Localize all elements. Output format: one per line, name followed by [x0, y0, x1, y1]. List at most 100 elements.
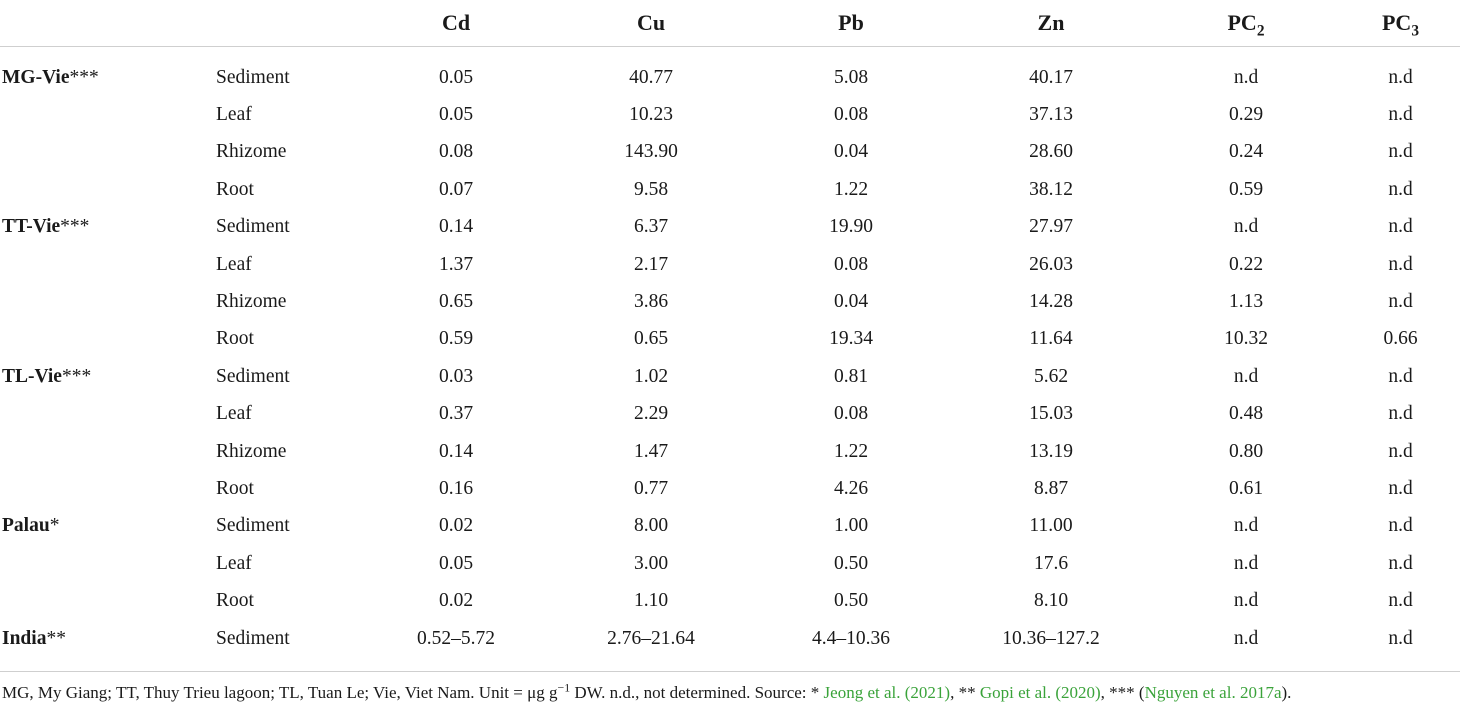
header-pb: Pb — [751, 0, 951, 47]
cu-value-cell: 1.47 — [633, 440, 669, 462]
table-bottom-rule — [0, 671, 1460, 672]
cd-value-cell: 0.05 — [438, 552, 474, 574]
tissue-cell: Root — [216, 477, 254, 499]
site-name: India — [2, 627, 47, 649]
cu-value-cell: 6.37 — [633, 216, 669, 238]
zn-value-cell: 13.19 — [1029, 440, 1073, 462]
pc2-value-cell: 0.59 — [1228, 178, 1264, 200]
zn-value-cell: 11.64 — [1029, 328, 1073, 350]
pb-value-cell: 1.22 — [833, 178, 869, 200]
pc2-value-cell: n.d — [1233, 627, 1259, 649]
site-cell — [0, 321, 216, 358]
site-cell — [0, 396, 216, 433]
tissue-cell: Root — [216, 178, 254, 200]
cd-value-cell: 0.37 — [438, 403, 474, 425]
pb-value-cell: 0.04 — [833, 291, 869, 313]
cu-value-cell: 0.65 — [633, 328, 669, 350]
site-cell — [0, 134, 216, 171]
header-pc3: PC3 — [1341, 0, 1460, 47]
reference-link-nguyen[interactable]: Nguyen et al. 2017a — [1144, 683, 1282, 702]
table-footnote: MG, My Giang; TT, Thuy Trieu lagoon; TL,… — [2, 680, 1458, 703]
reference-link-gopi[interactable]: Gopi et al. (2020) — [979, 683, 1101, 702]
footnote-end: ). — [1281, 683, 1292, 702]
cu-value-cell: 1.10 — [633, 590, 669, 612]
site-name: Palau — [2, 515, 50, 537]
cd-value-cell: 0.05 — [438, 104, 474, 126]
site-cell — [0, 433, 216, 470]
pc3-value-cell: n.d — [1388, 141, 1413, 163]
header-site — [0, 0, 216, 47]
site-cell: Palau* — [0, 508, 216, 545]
zn-value-cell: 8.10 — [1033, 590, 1069, 612]
cd-value-cell: 0.16 — [438, 477, 474, 499]
table-body: MG-Vie*** Sediment 0.05 40.77 5.08 40.17 n.d n.… — [0, 47, 1460, 670]
pc2-value-cell: 0.24 — [1228, 141, 1264, 163]
zn-value-cell: 15.03 — [1029, 403, 1073, 425]
source-marker: ** — [46, 627, 66, 649]
pb-value-cell: 5.08 — [833, 66, 869, 88]
header-tissue — [216, 0, 361, 47]
header-pc3-sub: 3 — [1411, 22, 1420, 40]
pb-value-cell: 0.50 — [833, 552, 869, 574]
pb-value-cell: 1.00 — [833, 515, 869, 537]
header-pc3-base: PC — [1381, 10, 1412, 35]
cd-value-cell: 0.52–5.72 — [417, 627, 495, 649]
tissue-cell: Sediment — [216, 515, 290, 537]
cu-value-cell: 3.00 — [633, 552, 669, 574]
table-row: Root 0.16 0.77 4.26 8.87 0.61 n.d — [0, 470, 1460, 507]
cd-value-cell: 0.02 — [438, 515, 474, 537]
zn-value-cell: 26.03 — [1029, 253, 1073, 275]
site-cell: TT-Vie*** — [0, 209, 216, 246]
pc2-value-cell: n.d — [1233, 365, 1259, 387]
cd-value-cell: 0.14 — [438, 440, 474, 462]
cd-value-cell: 0.08 — [438, 141, 474, 163]
table-row: Rhizome 0.08 143.90 0.04 28.60 0.24 n.d — [0, 134, 1460, 171]
tissue-cell: Sediment — [216, 66, 290, 88]
source-marker: *** — [60, 216, 90, 238]
pb-value-cell: 19.34 — [829, 328, 873, 350]
pb-value-cell: 0.04 — [833, 141, 869, 163]
cu-value-cell: 0.77 — [633, 477, 669, 499]
cu-value-cell: 143.90 — [624, 141, 678, 163]
zn-value-cell: 37.13 — [1029, 104, 1073, 126]
zn-value-cell: 5.62 — [1033, 365, 1069, 387]
site-cell — [0, 283, 216, 320]
zn-value-cell: 11.00 — [1029, 515, 1073, 537]
reference-link-jeong[interactable]: Jeong et al. (2021) — [823, 683, 951, 702]
table-row: Leaf 1.37 2.17 0.08 26.03 0.22 n.d — [0, 246, 1460, 283]
header-cd: Cd — [361, 0, 551, 47]
pc3-value-cell: n.d — [1388, 403, 1413, 425]
cd-value-cell: 0.02 — [438, 590, 474, 612]
table-row: Root 0.59 0.65 19.34 11.64 10.32 0.66 — [0, 321, 1460, 358]
source-marker: *** — [69, 66, 99, 88]
site-cell — [0, 470, 216, 507]
pc3-value-cell: n.d — [1388, 253, 1413, 275]
cu-value-cell: 9.58 — [633, 178, 669, 200]
source-marker: *** — [61, 365, 92, 387]
table-row: India** Sediment 0.52–5.72 2.76–21.64 4.4–10… — [0, 620, 1460, 669]
site-cell — [0, 96, 216, 133]
zn-value-cell: 14.28 — [1029, 291, 1073, 313]
zn-value-cell: 17.6 — [1033, 552, 1069, 574]
cu-value-cell: 40.77 — [629, 66, 673, 88]
tissue-cell: Leaf — [216, 552, 252, 574]
site-cell: MG-Vie*** — [0, 47, 216, 97]
pb-value-cell: 19.90 — [829, 216, 873, 238]
footnote-separator: , *** ( — [1100, 683, 1145, 702]
tissue-cell: Sediment — [216, 216, 290, 238]
site-cell — [0, 246, 216, 283]
table-row: Rhizome 0.14 1.47 1.22 13.19 0.80 n.d — [0, 433, 1460, 470]
tissue-cell: Rhizome — [216, 291, 287, 313]
cd-value-cell: 0.14 — [438, 216, 474, 238]
pc2-value-cell: 1.13 — [1228, 291, 1264, 313]
cd-value-cell: 0.03 — [438, 365, 474, 387]
footnote-unit-exponent: −1 — [557, 680, 571, 695]
site-name: TT-Vie — [2, 216, 61, 238]
table-row: TL-Vie*** Sediment 0.03 1.02 0.81 5.62 n.d n.d — [0, 358, 1460, 395]
pb-value-cell: 0.08 — [833, 253, 869, 275]
tissue-cell: Root — [216, 590, 254, 612]
tissue-cell: Leaf — [216, 253, 252, 275]
table-row: Palau* Sediment 0.02 8.00 1.00 11.00 n.d n.d — [0, 508, 1460, 545]
zn-value-cell: 38.12 — [1029, 178, 1073, 200]
